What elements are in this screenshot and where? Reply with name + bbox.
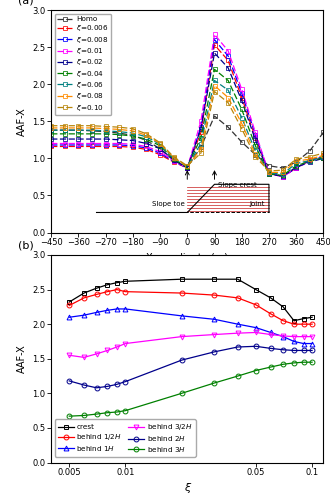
Y-axis label: AAF-X: AAF-X [17,107,27,136]
Text: Joint: Joint [249,202,265,207]
Legend: Homo, $\xi$=0.006, $\xi$=0.008, $\xi$=0.01, $\xi$=0.02, $\xi$=0.04, $\xi$=0.06, : Homo, $\xi$=0.006, $\xi$=0.008, $\xi$=0.… [55,14,111,115]
Text: (a): (a) [18,0,34,6]
Legend: crest, behind 1/2$H$, behind 1$H$, behind 3/2$H$, behind 2$H$, behind 3$H$: crest, behind 1/2$H$, behind 1$H$, behin… [55,420,196,457]
X-axis label: ξ: ξ [184,482,190,492]
Text: Slope toe: Slope toe [151,200,184,206]
Text: (b): (b) [18,241,34,251]
Y-axis label: AAF-X: AAF-X [17,344,27,373]
X-axis label: X coordinate (m): X coordinate (m) [146,252,228,262]
Text: Slope crest: Slope crest [217,182,256,188]
